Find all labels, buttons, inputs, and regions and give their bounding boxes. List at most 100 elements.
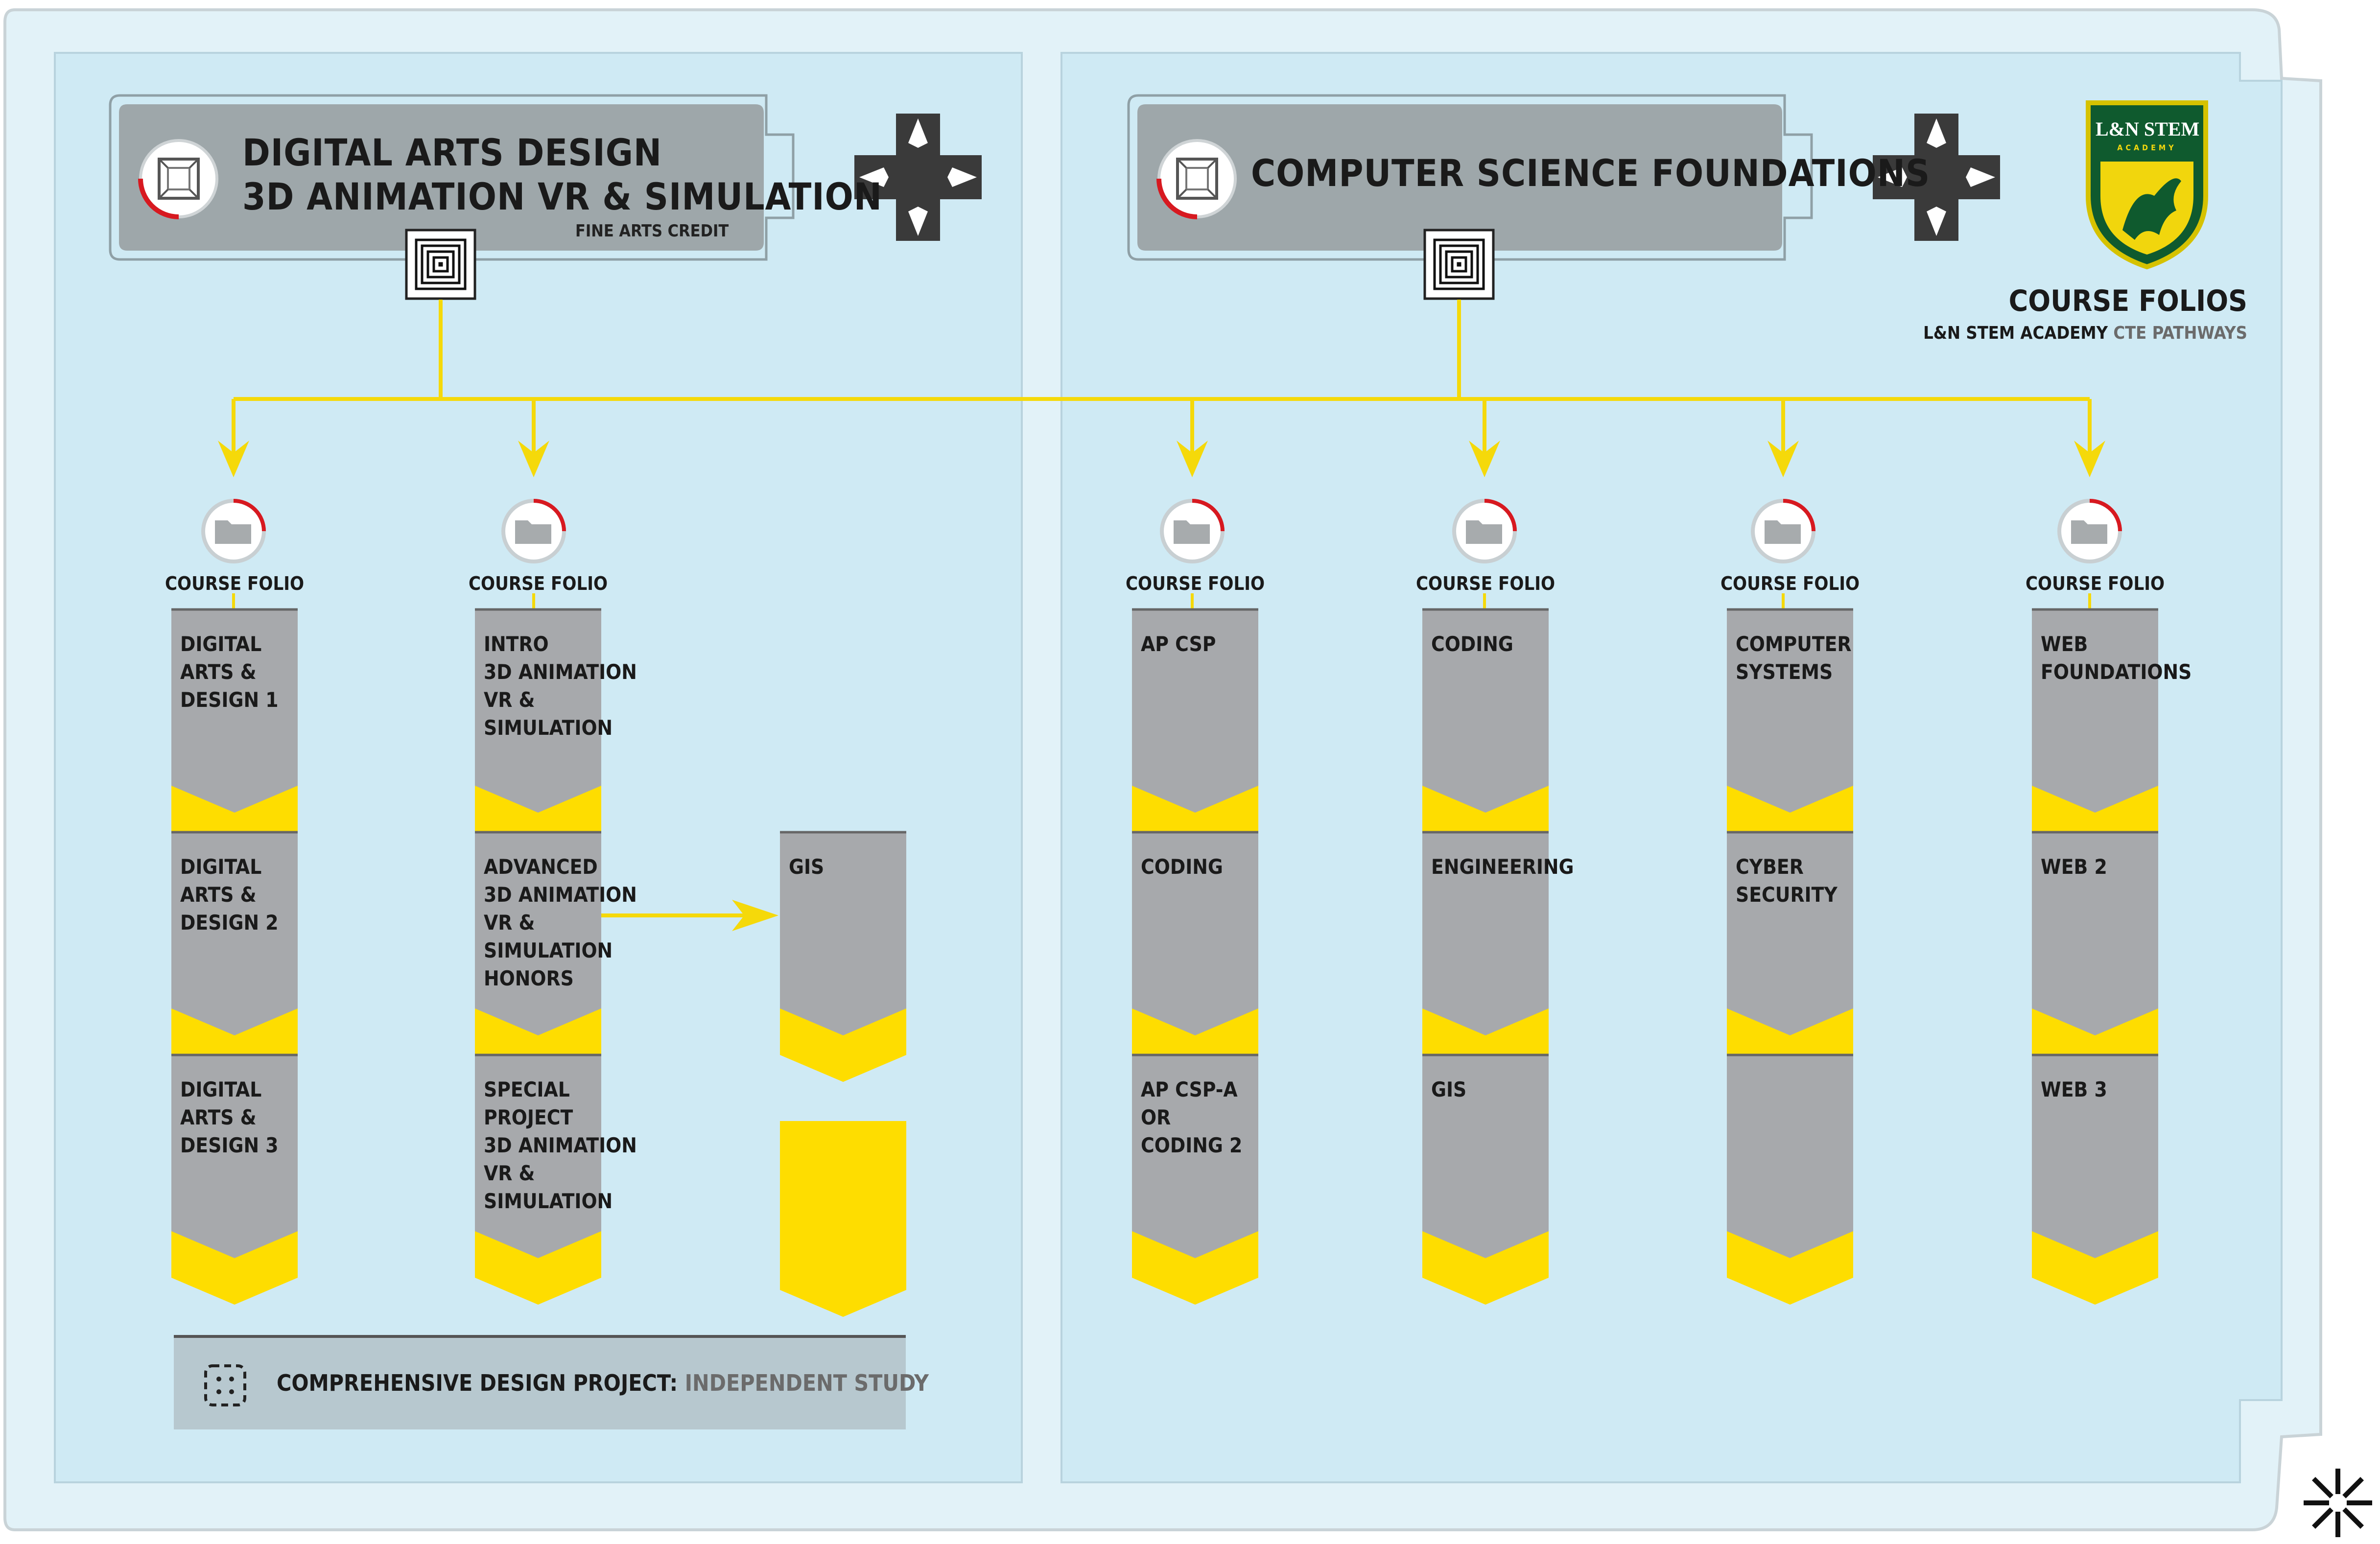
course-card-chevron <box>1727 1008 1853 1055</box>
course-card-chevron <box>171 1231 298 1278</box>
folder-icon <box>2057 499 2122 609</box>
cube-icon <box>1156 139 1237 219</box>
course-card-chevron <box>2032 1231 2158 1278</box>
capstone-muted: INDEPENDENT STUDY <box>684 1370 929 1396</box>
connector-arrowhead <box>1469 441 1500 477</box>
course-label: COMPUTER SYSTEMS <box>1736 632 1852 684</box>
left-header-outline <box>109 94 795 261</box>
target-icon-ring <box>1457 262 1461 267</box>
folder-shape <box>215 520 251 544</box>
course-label: CYBER SECURITY <box>1736 855 1838 907</box>
folio-label: COURSE FOLIO <box>468 573 608 594</box>
course-card-chevron <box>475 786 601 832</box>
course-card <box>475 608 601 832</box>
folder-shape <box>1466 520 1502 544</box>
dot <box>216 1377 221 1381</box>
left-header-fill <box>119 104 764 251</box>
course-card <box>1422 1053 1549 1305</box>
dot <box>216 1389 221 1394</box>
cube-icon-arc <box>1156 178 1198 219</box>
connector-arrowhead <box>218 441 249 477</box>
dotted-square <box>204 1364 246 1406</box>
course-card-chevron <box>2032 786 2158 832</box>
course-card-chevron <box>1422 1231 1549 1278</box>
course-card-tail <box>1132 1278 1258 1305</box>
folder-icon <box>501 499 566 609</box>
folder-arc <box>533 499 566 532</box>
brand-subtitle-muted: CTE PATHWAYS <box>2113 323 2247 343</box>
course-card-chevron <box>171 1008 298 1055</box>
target-icon <box>1423 229 1495 300</box>
folder-arc <box>1192 499 1225 532</box>
course-label: WEB 2 <box>2041 855 2107 879</box>
cube-icon-d1 <box>1177 158 1187 169</box>
target-icon-ring <box>1433 238 1485 290</box>
target-icon-ring <box>1445 250 1473 279</box>
cube-icon-inner <box>1185 167 1209 190</box>
capstone-bar <box>174 1335 906 1429</box>
right-header-title: COMPUTER SCIENCE FOUNDATIONS <box>1251 151 1931 195</box>
dpad-icon-cross <box>854 114 982 241</box>
course-card <box>1422 608 1549 832</box>
logo-text: L&N STEM <box>2096 118 2200 140</box>
dotted-square-icon <box>204 1364 246 1406</box>
folder-shape <box>1765 520 1801 544</box>
course-card <box>1132 608 1258 832</box>
folder-icon <box>1452 499 1517 609</box>
griffin-shape <box>2122 178 2181 240</box>
course-label: SPECIAL PROJECT 3D ANIMATION VR & SIMULA… <box>484 1077 637 1213</box>
folder-arc <box>233 499 266 532</box>
cube-icon-arc <box>138 178 179 219</box>
folio-label: COURSE FOLIO <box>1415 573 1555 594</box>
right-header <box>1127 94 1813 261</box>
folder-shape <box>1174 520 1210 544</box>
course-card <box>1422 831 1549 1055</box>
dpad-icon <box>1873 114 2000 241</box>
course-card <box>171 608 298 832</box>
target-icon-ring <box>415 238 467 290</box>
course-card <box>1727 831 1853 1055</box>
brand-title: COURSE FOLIOS <box>2008 284 2247 318</box>
cube-icon-d3 <box>1177 188 1187 199</box>
right-header-outline <box>1127 94 1813 261</box>
course-label: AP CSP <box>1141 632 1216 656</box>
course-label: DIGITAL ARTS & DESIGN 2 <box>180 855 279 935</box>
cube-icon-d2 <box>1207 158 1218 169</box>
course-card-chevron <box>475 1008 601 1055</box>
course-card-chevron <box>1132 786 1258 832</box>
folder-shape <box>515 520 551 544</box>
course-card-tail <box>2032 1278 2158 1305</box>
course-card <box>2032 608 2158 832</box>
folio-label: COURSE FOLIO <box>165 573 305 594</box>
right-panel <box>1060 52 2283 1483</box>
brand-subtitle: L&N STEM ACADEMY CTE PATHWAYS <box>1836 323 2247 343</box>
course-card <box>171 1053 298 1305</box>
capstone-label: COMPREHENSIVE DESIGN PROJECT: INDEPENDEN… <box>277 1370 929 1396</box>
dpad-icon-down <box>908 207 928 236</box>
empty-yellow-block <box>780 1121 906 1317</box>
target-icon-ring <box>426 250 455 279</box>
cube-icon-box <box>158 158 200 200</box>
course-card-chevron <box>1727 1231 1853 1278</box>
logo-subtext: ACADEMY <box>2117 143 2177 152</box>
course-card <box>1727 1053 1853 1305</box>
dpad-icon-down <box>1927 207 1946 236</box>
course-label: GIS <box>1431 1077 1467 1101</box>
connector-arrowhead <box>1177 441 1208 477</box>
folder-arc <box>2089 499 2122 532</box>
course-card-chevron <box>1422 1008 1549 1055</box>
folder-arc <box>1783 499 1815 532</box>
gis-side-card <box>780 831 906 1082</box>
course-card-chevron <box>171 786 298 832</box>
dot <box>229 1389 234 1394</box>
target-icon-ring <box>421 244 461 284</box>
gis-chevron <box>780 1008 906 1055</box>
left-header <box>109 94 795 261</box>
capstone-title: COMPREHENSIVE DESIGN PROJECT: <box>277 1370 685 1396</box>
dot <box>229 1377 234 1381</box>
snowflake-arm <box>2311 1476 2333 1498</box>
folio-label: COURSE FOLIO <box>1125 573 1265 594</box>
course-label: INTRO 3D ANIMATION VR & SIMULATION <box>484 632 637 740</box>
